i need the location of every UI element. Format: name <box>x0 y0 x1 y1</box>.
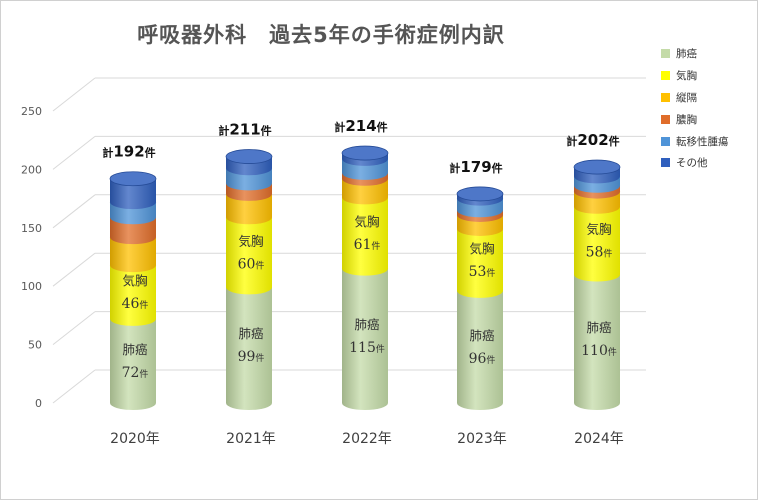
data-label-value: 61件 <box>354 237 381 253</box>
legend-label: 膿胸 <box>676 113 697 126</box>
bar-segment <box>110 265 156 326</box>
y-tick-label: 0 <box>35 397 42 410</box>
data-label-value: 53件 <box>469 264 496 280</box>
legend-item: 転移性腫瘍 <box>661 130 729 152</box>
legend-label: 肺癌 <box>676 48 697 61</box>
legend-swatch <box>661 114 670 124</box>
data-label-value: 58件 <box>586 245 613 261</box>
bar-cap <box>341 145 389 161</box>
legend-label: 気胸 <box>676 70 697 83</box>
bar-segment <box>457 290 503 410</box>
legend-swatch <box>661 92 670 102</box>
data-label-name: 肺癌 <box>469 328 494 343</box>
data-label-name: 肺癌 <box>586 320 611 335</box>
legend-item: 気胸 <box>661 65 729 87</box>
data-label-name: 気胸 <box>469 241 494 256</box>
data-label-value: 96件 <box>469 351 496 367</box>
data-label-name: 肺癌 <box>354 317 379 332</box>
gridline-depth <box>52 252 96 287</box>
legend-swatch <box>661 158 670 168</box>
gridline-depth <box>52 369 96 404</box>
bar-segment <box>574 206 620 282</box>
total-label: 計179件 <box>449 158 502 176</box>
gridline-depth <box>52 136 96 170</box>
data-label-value: 115件 <box>349 340 385 356</box>
gridline-depth <box>52 311 96 345</box>
bar-cap <box>456 186 504 202</box>
gridline-depth <box>52 77 96 112</box>
data-label-name: 気胸 <box>586 222 611 237</box>
bar-segment <box>226 287 272 410</box>
y-tick-label: 150 <box>21 222 42 235</box>
bar-cap <box>573 159 621 175</box>
y-tick-label: 200 <box>21 163 42 176</box>
x-tick-label: 2021年 <box>226 431 276 447</box>
x-tick-label: 2023年 <box>457 431 507 447</box>
data-label-value: 60件 <box>238 256 265 272</box>
data-label-value: 99件 <box>238 349 265 365</box>
total-label: 計214件 <box>334 117 387 135</box>
legend-label: 転移性腫瘍 <box>676 135 729 148</box>
y-tick-label: 50 <box>28 339 42 352</box>
total-label: 計192件 <box>102 143 155 161</box>
data-label-name: 肺癌 <box>122 342 147 357</box>
bar-segment <box>342 268 388 410</box>
data-label-name: 気胸 <box>238 233 263 248</box>
data-label-value: 72件 <box>122 365 149 381</box>
data-label-value: 46件 <box>122 296 149 312</box>
legend-label: 縦隔 <box>676 91 697 104</box>
x-tick-label: 2020年 <box>110 431 160 447</box>
total-label: 計211件 <box>218 121 271 139</box>
data-label-name: 気胸 <box>354 214 379 229</box>
data-label-name: 気胸 <box>122 273 147 288</box>
bar-segment <box>226 217 272 295</box>
legend-swatch <box>661 71 670 81</box>
data-label-name: 肺癌 <box>238 326 263 341</box>
legend-item: 膿胸 <box>661 108 729 130</box>
legend-swatch <box>661 136 670 146</box>
y-tick-label: 250 <box>21 105 42 118</box>
legend-label: その他 <box>676 157 708 170</box>
bar-segment <box>342 197 388 276</box>
chart-legend: 肺癌気胸縦隔膿胸転移性腫瘍その他 <box>661 43 729 174</box>
data-label-value: 110件 <box>581 343 617 359</box>
chart-title: 呼吸器外科 過去5年の手術症例内訳 <box>137 23 505 47</box>
bar-cap <box>109 171 157 187</box>
legend-swatch <box>661 49 670 59</box>
y-tick-label: 100 <box>21 280 42 293</box>
y-axis: 0 50 100 150 200 250 <box>21 105 42 410</box>
total-label: 計202件 <box>566 131 619 149</box>
x-tick-label: 2024年 <box>574 431 624 447</box>
x-tick-label: 2022年 <box>342 431 392 447</box>
legend-item: 肺癌 <box>661 43 729 65</box>
bar-segment <box>457 228 503 298</box>
bar-segment <box>574 274 620 410</box>
gridline-depth <box>52 194 96 229</box>
legend-item: 縦隔 <box>661 87 729 109</box>
bar-segment <box>110 318 156 410</box>
bar-cap <box>225 149 273 164</box>
legend-item: その他 <box>661 152 729 174</box>
